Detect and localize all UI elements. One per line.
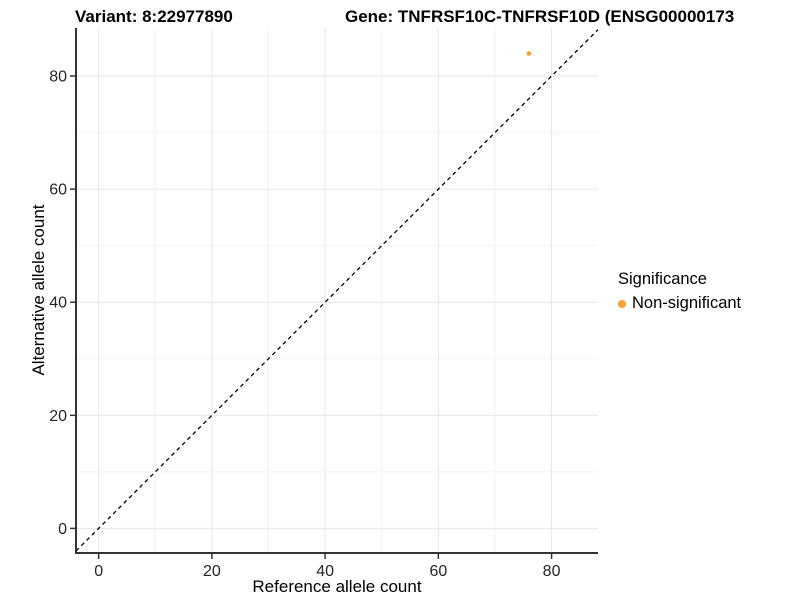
legend-entry-label: Non-significant: [632, 294, 742, 312]
y-tick-label: 20: [49, 408, 67, 425]
plot-title-variant: Variant: 8:22977890: [75, 7, 233, 26]
x-axis-label: Reference allele count: [252, 577, 422, 596]
legend-point-icon: [618, 299, 626, 308]
y-axis-label: Alternative allele count: [29, 204, 48, 376]
x-tick-label: 20: [203, 563, 221, 580]
y-tick-label: 80: [49, 69, 67, 86]
y-tick-label: 0: [58, 521, 67, 538]
y-tick-label: 60: [49, 182, 67, 199]
legend-entry: Non-significant: [618, 294, 741, 313]
x-tick-label: 80: [543, 563, 561, 580]
x-tick-label: 60: [429, 563, 447, 580]
plot-title-gene: Gene: TNFRSF10C-TNFRSF10D (ENSG00000173: [345, 7, 735, 26]
legend: Significance Non-significant: [618, 270, 741, 313]
x-tick-label: 0: [94, 563, 103, 580]
x-tick-label: 40: [316, 563, 334, 580]
identity-line: [75, 29, 599, 552]
legend-title: Significance: [618, 270, 707, 288]
data-point: [526, 51, 532, 56]
y-tick-label: 40: [49, 295, 67, 312]
